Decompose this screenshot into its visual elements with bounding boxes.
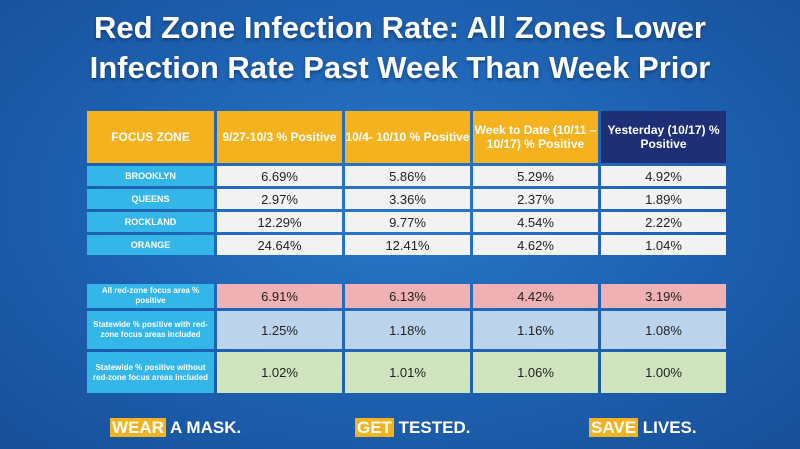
- table-cell: 1.06%: [473, 352, 598, 393]
- table-cell: 24.64%: [217, 235, 342, 255]
- table-header-row: FOCUS ZONE 9/27-10/3 % Positive 10/4- 10…: [87, 111, 726, 163]
- focus-zone-table: FOCUS ZONE 9/27-10/3 % Positive 10/4- 10…: [84, 108, 729, 258]
- slogan-highlight: SAVE: [589, 418, 639, 437]
- header-yesterday: Yesterday (10/17) % Positive: [601, 111, 726, 163]
- slogan-highlight: WEAR: [110, 418, 166, 437]
- table-cell: 5.86%: [345, 166, 470, 186]
- table-cell: 5.29%: [473, 166, 598, 186]
- table-cell: 9.77%: [345, 212, 470, 232]
- table-cell: 2.97%: [217, 189, 342, 209]
- table-cell: 1.16%: [473, 311, 598, 349]
- zone-label: QUEENS: [87, 189, 214, 209]
- table-cell: 4.92%: [601, 166, 726, 186]
- zone-label: ROCKLAND: [87, 212, 214, 232]
- page-title: Red Zone Infection Rate: All Zones Lower…: [0, 8, 800, 88]
- header-focus-zone: FOCUS ZONE: [87, 111, 214, 163]
- summary-row-statewide-with: Statewide % positive with red-zone focus…: [87, 311, 726, 349]
- table-cell: 1.08%: [601, 311, 726, 349]
- table-cell: 4.54%: [473, 212, 598, 232]
- wear-a-mask-slogan: WEAR A MASK.: [110, 418, 241, 438]
- table-cell: 12.41%: [345, 235, 470, 255]
- slogan-text: LIVES.: [638, 418, 697, 437]
- table-cell: 3.36%: [345, 189, 470, 209]
- table-row: QUEENS 2.97% 3.36% 2.37% 1.89%: [87, 189, 726, 209]
- title-line-2: Infection Rate Past Week Than Week Prior: [89, 50, 711, 85]
- summary-row-statewide-without: Statewide % positive without red-zone fo…: [87, 352, 726, 393]
- table-row: BROOKLYN 6.69% 5.86% 5.29% 4.92%: [87, 166, 726, 186]
- header-week-1: 9/27-10/3 % Positive: [217, 111, 342, 163]
- table-cell: 1.01%: [345, 352, 470, 393]
- get-tested-slogan: GET TESTED.: [355, 418, 470, 438]
- slogan-text: A MASK.: [165, 418, 242, 437]
- summary-row-red-zone: All red-zone focus area % positive 6.91%…: [87, 284, 726, 308]
- table-row: ORANGE 24.64% 12.41% 4.62% 1.04%: [87, 235, 726, 255]
- table-cell: 1.04%: [601, 235, 726, 255]
- slogan-text: TESTED.: [393, 418, 471, 437]
- table-cell: 1.02%: [217, 352, 342, 393]
- table-cell: 3.19%: [601, 284, 726, 308]
- table-cell: 6.13%: [345, 284, 470, 308]
- table-cell: 1.25%: [217, 311, 342, 349]
- summary-label: Statewide % positive without red-zone fo…: [87, 352, 214, 393]
- zone-label: ORANGE: [87, 235, 214, 255]
- zone-label: BROOKLYN: [87, 166, 214, 186]
- table-cell: 2.22%: [601, 212, 726, 232]
- table-cell: 6.69%: [217, 166, 342, 186]
- table-cell: 12.29%: [217, 212, 342, 232]
- save-lives-slogan: SAVE LIVES.: [589, 418, 697, 438]
- table-cell: 1.18%: [345, 311, 470, 349]
- summary-table: All red-zone focus area % positive 6.91%…: [84, 281, 729, 396]
- header-week-2: 10/4- 10/10 % Positive: [345, 111, 470, 163]
- summary-label: Statewide % positive with red-zone focus…: [87, 311, 214, 349]
- title-line-1: Red Zone Infection Rate: All Zones Lower: [93, 10, 706, 45]
- table-cell: 4.42%: [473, 284, 598, 308]
- table-cell: 1.00%: [601, 352, 726, 393]
- summary-label: All red-zone focus area % positive: [87, 284, 214, 308]
- header-week-to-date: Week to Date (10/11 – 10/17) % Positive: [473, 111, 598, 163]
- table-row: ROCKLAND 12.29% 9.77% 4.54% 2.22%: [87, 212, 726, 232]
- slogan-highlight: GET: [355, 418, 394, 437]
- table-cell: 6.91%: [217, 284, 342, 308]
- table-cell: 4.62%: [473, 235, 598, 255]
- table-cell: 2.37%: [473, 189, 598, 209]
- table-cell: 1.89%: [601, 189, 726, 209]
